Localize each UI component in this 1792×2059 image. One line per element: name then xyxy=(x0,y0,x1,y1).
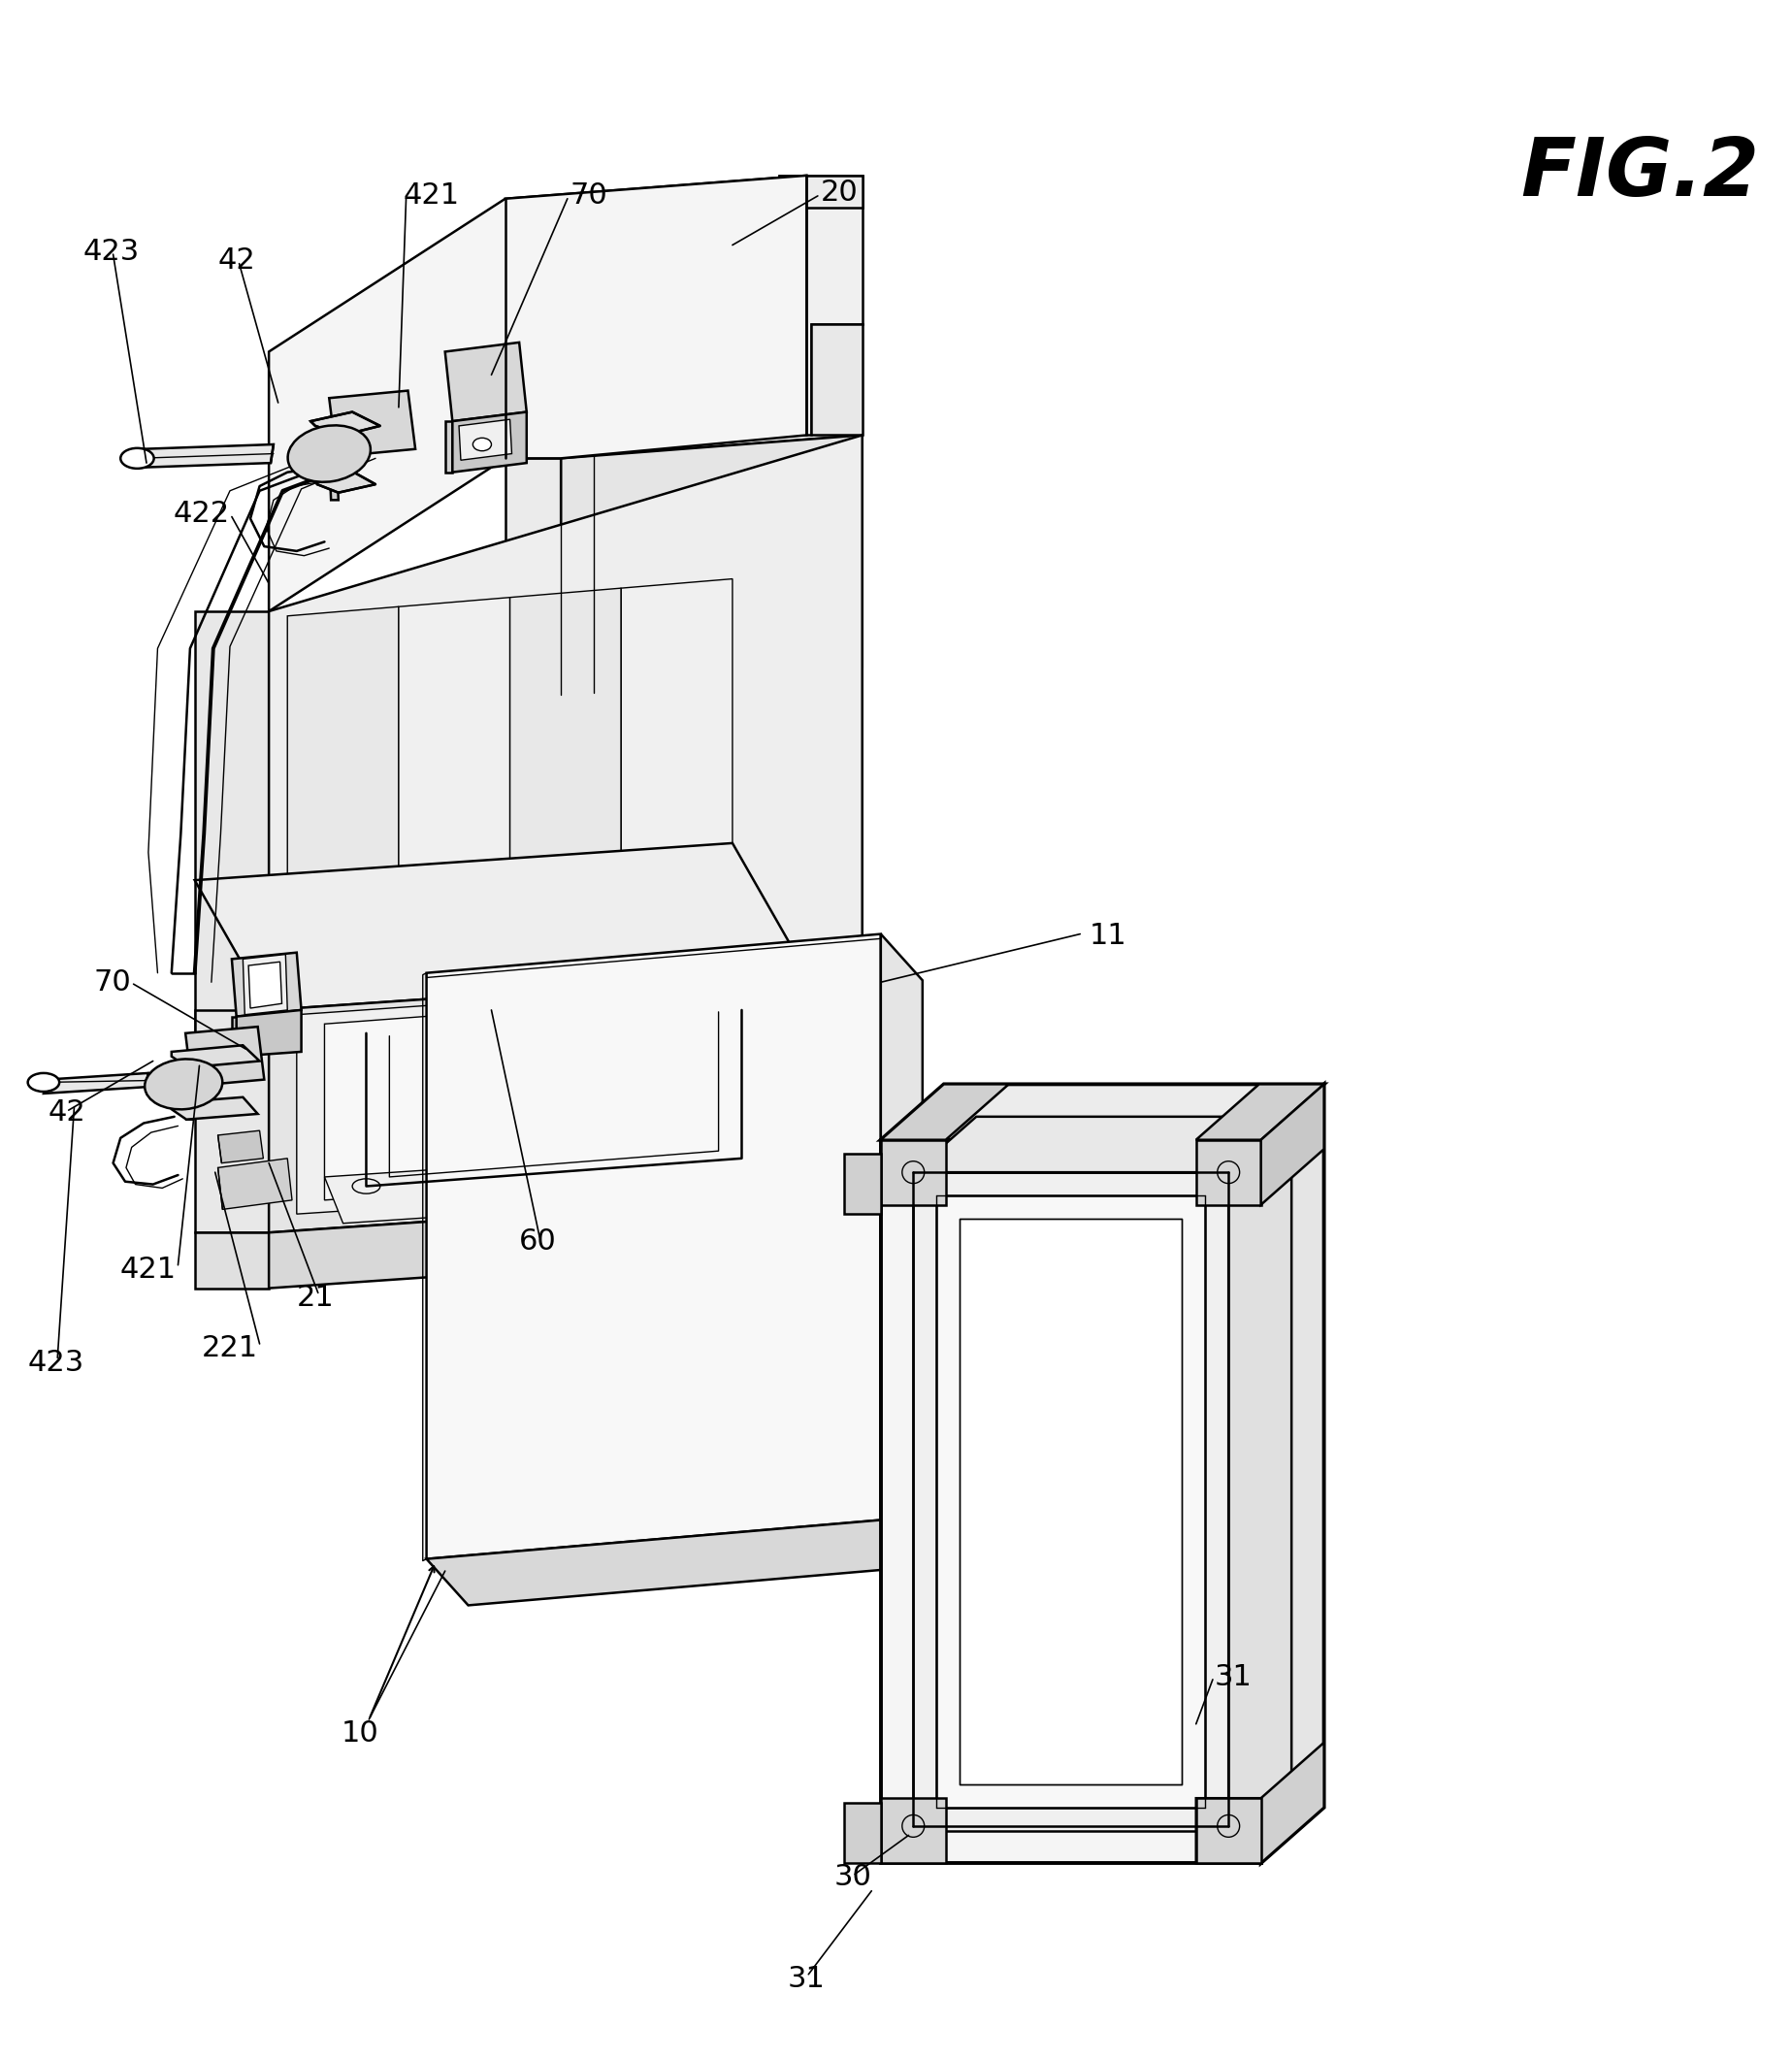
Polygon shape xyxy=(1195,1141,1262,1205)
Polygon shape xyxy=(244,955,287,1015)
Polygon shape xyxy=(269,434,862,1038)
Ellipse shape xyxy=(145,1058,222,1110)
Polygon shape xyxy=(269,175,806,612)
Polygon shape xyxy=(1262,1085,1324,1863)
Polygon shape xyxy=(195,612,269,1038)
Polygon shape xyxy=(195,1011,269,1233)
Polygon shape xyxy=(249,962,281,1009)
Text: 423: 423 xyxy=(27,1349,84,1377)
Polygon shape xyxy=(882,1798,946,1863)
Text: 60: 60 xyxy=(520,1227,557,1256)
Polygon shape xyxy=(812,323,862,434)
Polygon shape xyxy=(882,935,923,1567)
Polygon shape xyxy=(1195,1798,1262,1863)
Polygon shape xyxy=(459,420,513,459)
Polygon shape xyxy=(444,342,527,422)
Polygon shape xyxy=(172,1097,258,1120)
Polygon shape xyxy=(1195,1085,1324,1141)
Text: 42: 42 xyxy=(217,247,254,276)
Polygon shape xyxy=(444,422,452,472)
Polygon shape xyxy=(505,459,561,694)
Text: FIG.2: FIG.2 xyxy=(1521,134,1760,212)
Polygon shape xyxy=(330,457,339,500)
Polygon shape xyxy=(452,412,527,472)
Polygon shape xyxy=(882,1141,1262,1863)
Polygon shape xyxy=(1262,1085,1324,1205)
Polygon shape xyxy=(780,175,862,434)
Text: 421: 421 xyxy=(403,181,461,210)
Ellipse shape xyxy=(29,1073,59,1091)
Text: 20: 20 xyxy=(821,179,858,206)
Polygon shape xyxy=(219,1159,292,1209)
Polygon shape xyxy=(195,1233,269,1289)
Polygon shape xyxy=(844,1804,882,1863)
Text: 70: 70 xyxy=(570,181,607,210)
Polygon shape xyxy=(937,1196,1206,1808)
Polygon shape xyxy=(324,1149,760,1223)
Polygon shape xyxy=(561,434,862,694)
Polygon shape xyxy=(310,412,380,434)
Polygon shape xyxy=(185,1085,194,1120)
Polygon shape xyxy=(219,1130,263,1163)
Polygon shape xyxy=(287,607,398,1038)
Ellipse shape xyxy=(289,426,371,482)
Polygon shape xyxy=(315,469,376,492)
Text: 42: 42 xyxy=(48,1097,86,1126)
Polygon shape xyxy=(231,953,301,1017)
Text: 70: 70 xyxy=(93,968,131,997)
Ellipse shape xyxy=(120,449,154,469)
Polygon shape xyxy=(882,1085,1009,1141)
Polygon shape xyxy=(172,1046,260,1067)
Polygon shape xyxy=(398,597,511,1034)
Polygon shape xyxy=(297,980,788,1215)
Polygon shape xyxy=(914,1172,1229,1830)
Polygon shape xyxy=(622,579,733,1015)
Polygon shape xyxy=(1229,1116,1292,1830)
Ellipse shape xyxy=(473,439,491,451)
Polygon shape xyxy=(426,935,882,1559)
Polygon shape xyxy=(780,175,862,208)
Polygon shape xyxy=(505,175,862,459)
Polygon shape xyxy=(511,589,622,1023)
Polygon shape xyxy=(882,1085,1324,1141)
Polygon shape xyxy=(237,1011,301,1056)
Polygon shape xyxy=(914,1116,1310,1172)
Polygon shape xyxy=(844,1153,882,1215)
Text: 31: 31 xyxy=(788,1964,826,1993)
Text: 11: 11 xyxy=(1090,922,1127,949)
Polygon shape xyxy=(269,974,806,1233)
Polygon shape xyxy=(138,445,274,467)
Polygon shape xyxy=(231,1017,237,1056)
Text: 422: 422 xyxy=(174,500,229,527)
Polygon shape xyxy=(195,842,806,1011)
Polygon shape xyxy=(269,1196,806,1289)
Text: 21: 21 xyxy=(296,1283,333,1312)
Polygon shape xyxy=(185,1027,263,1085)
Polygon shape xyxy=(324,992,760,1200)
Text: 423: 423 xyxy=(82,237,140,266)
Text: 421: 421 xyxy=(120,1256,176,1283)
Polygon shape xyxy=(959,1219,1183,1785)
Polygon shape xyxy=(1195,1742,1324,1863)
Polygon shape xyxy=(882,1141,946,1205)
Text: 10: 10 xyxy=(340,1719,378,1748)
Text: 30: 30 xyxy=(833,1863,873,1890)
Polygon shape xyxy=(43,1073,149,1093)
Polygon shape xyxy=(330,391,416,457)
Polygon shape xyxy=(426,1520,923,1606)
Text: 31: 31 xyxy=(1215,1664,1253,1692)
Text: 221: 221 xyxy=(201,1334,258,1363)
